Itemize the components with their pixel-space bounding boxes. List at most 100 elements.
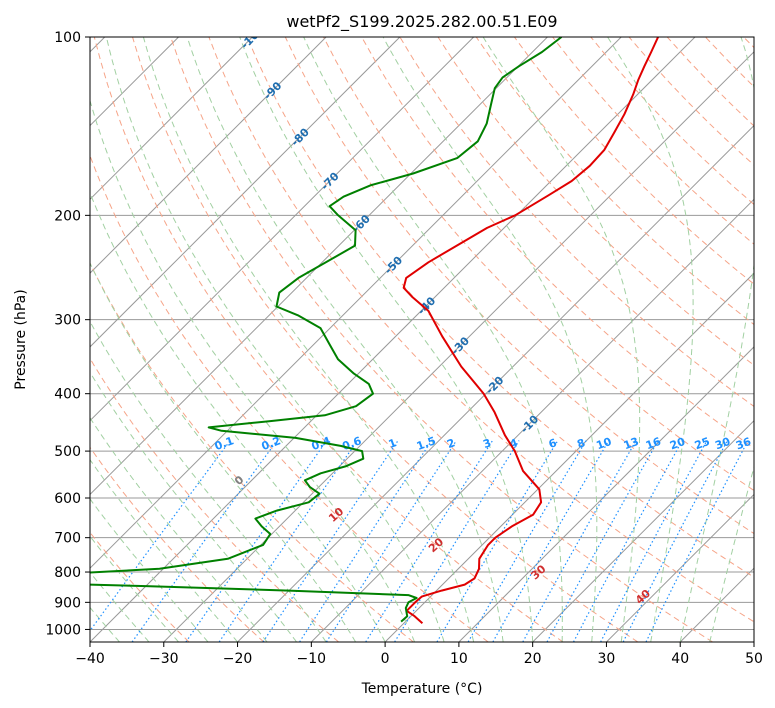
moist-adiabat-lines (90, 37, 754, 642)
x-axis-label: Temperature (°C) (361, 681, 483, 697)
isotherm-line (90, 37, 253, 201)
y-tick-label: 600 (54, 491, 81, 507)
moist-adiabat-line (90, 262, 357, 642)
dry-adiabat-line (475, 37, 754, 326)
isotherm-line (90, 37, 327, 274)
x-tick-label: 20 (524, 651, 542, 667)
y-tick-label: 500 (54, 444, 81, 460)
moist-adiabat-line (382, 37, 598, 642)
mixing-ratio-label: 3 (481, 436, 493, 451)
y-tick-label: 400 (54, 387, 81, 403)
x-tick-label: 50 (745, 651, 763, 667)
mixing-ratio-label: 0.4 (310, 434, 333, 453)
moist-adiabat-line (105, 37, 445, 642)
y-tick-label: 200 (54, 208, 81, 224)
mixing-ratio-label: 8 (575, 436, 587, 451)
chart-title: wetPf2_S199.2025.282.00.51.E09 (286, 12, 557, 32)
mixing-ratio-line (394, 440, 520, 642)
mixing-ratio-label: 16 (644, 435, 663, 453)
mixing-ratio-line (522, 440, 637, 642)
dry-adiabat-line (437, 37, 754, 366)
moist-adiabat-line (90, 99, 416, 642)
dry-adiabat-line (208, 37, 754, 623)
mixing-ratio-line (645, 440, 749, 642)
dry-adiabat-line (93, 37, 564, 642)
isotherm-line (237, 124, 754, 642)
mixing-ratio-label: 6 (547, 436, 559, 451)
isotherm-line (90, 37, 622, 569)
moist-adiabat-line (90, 458, 238, 642)
dry-adiabat-line (246, 37, 754, 578)
mixing-ratio-label: 36 (734, 435, 753, 453)
x-tick-label: −30 (149, 651, 179, 667)
mixing-ratio-label: 20 (668, 435, 687, 453)
mixing-ratio-label: 1 (387, 436, 399, 451)
pressure-gridlines (90, 37, 754, 630)
isotherm-line (532, 419, 754, 642)
mixing-ratio-label: 0.1 (213, 434, 236, 453)
dry-adiabat-line (132, 37, 639, 642)
moist-adiabat-line (482, 37, 641, 642)
y-tick-label: 900 (54, 595, 81, 611)
mixing-ratio-label: 0.6 (340, 434, 363, 453)
moist-adiabat-line (679, 37, 754, 642)
moist-adiabat-line (90, 371, 297, 642)
temperature-profile (402, 37, 660, 624)
x-tick-label: 40 (671, 651, 689, 667)
dry-adiabat-line (170, 37, 713, 642)
mixing-ratio-line (185, 440, 328, 642)
mixing-ratio-line (365, 440, 494, 642)
isotherm-line (90, 37, 548, 496)
mixing-ratio-line (325, 440, 457, 642)
moist-adiabat-line (709, 465, 754, 642)
mixing-ratio-line (467, 440, 587, 642)
x-tick-label: 10 (450, 651, 468, 667)
dry-adiabat-line (513, 37, 754, 285)
moist-adiabat-line (239, 37, 534, 642)
mixing-ratio-label: 4 (508, 436, 520, 451)
y-axis-label: Pressure (hPa) (13, 289, 29, 389)
y-tick-label: 100 (54, 30, 81, 46)
y-tick-label: 800 (54, 565, 81, 581)
mixing-ratio-label: 25 (693, 435, 712, 452)
mixing-ratio-line (262, 440, 399, 642)
mixing-ratio-label: 10 (594, 435, 613, 453)
dry-adiabat-line (90, 446, 265, 642)
dry-adiabat-line (90, 357, 339, 642)
mixing-ratio-line (218, 440, 358, 642)
x-tick-label: −40 (75, 651, 105, 667)
moist-adiabat-line (607, 37, 694, 642)
mixing-ratio-line (90, 440, 231, 632)
isotherm-line (90, 37, 401, 348)
moist-adiabat-line (303, 37, 563, 642)
mixing-ratio-label: 13 (622, 435, 641, 452)
plot-frame (89, 36, 755, 643)
mixing-ratio-lines (90, 440, 749, 642)
mixing-ratio-line (492, 440, 610, 642)
mixing-ratio-label: 2 (445, 436, 457, 451)
dry-adiabat-lines (90, 37, 754, 642)
mixing-ratio-label: 30 (713, 435, 732, 453)
isotherm-line (606, 493, 754, 642)
y-tick-label: 700 (54, 531, 81, 547)
x-tick-label: −20 (223, 651, 253, 667)
dry-adiabat-line (323, 37, 754, 492)
x-tick-label: 30 (598, 651, 616, 667)
moist-adiabat-line (186, 37, 504, 642)
y-tick-label: 300 (54, 313, 81, 329)
y-tick-label: 1000 (45, 622, 81, 638)
axis-ticks: −40 −30 −20 −10 0 10 20 30 40 5010020030040050060… (45, 30, 763, 667)
mixing-ratio-line (131, 440, 278, 642)
dry-adiabat-line (284, 37, 754, 535)
mixing-ratio-label: 1.5 (415, 434, 438, 453)
mixing-ratio-line (436, 440, 559, 642)
dry-adiabat-line (399, 37, 754, 408)
moist-adiabat-line (90, 416, 268, 642)
isotherm-line (90, 37, 475, 422)
mixing-ratio-line (572, 440, 683, 642)
isotherm-line (90, 37, 696, 642)
x-tick-label: 0 (381, 651, 390, 667)
